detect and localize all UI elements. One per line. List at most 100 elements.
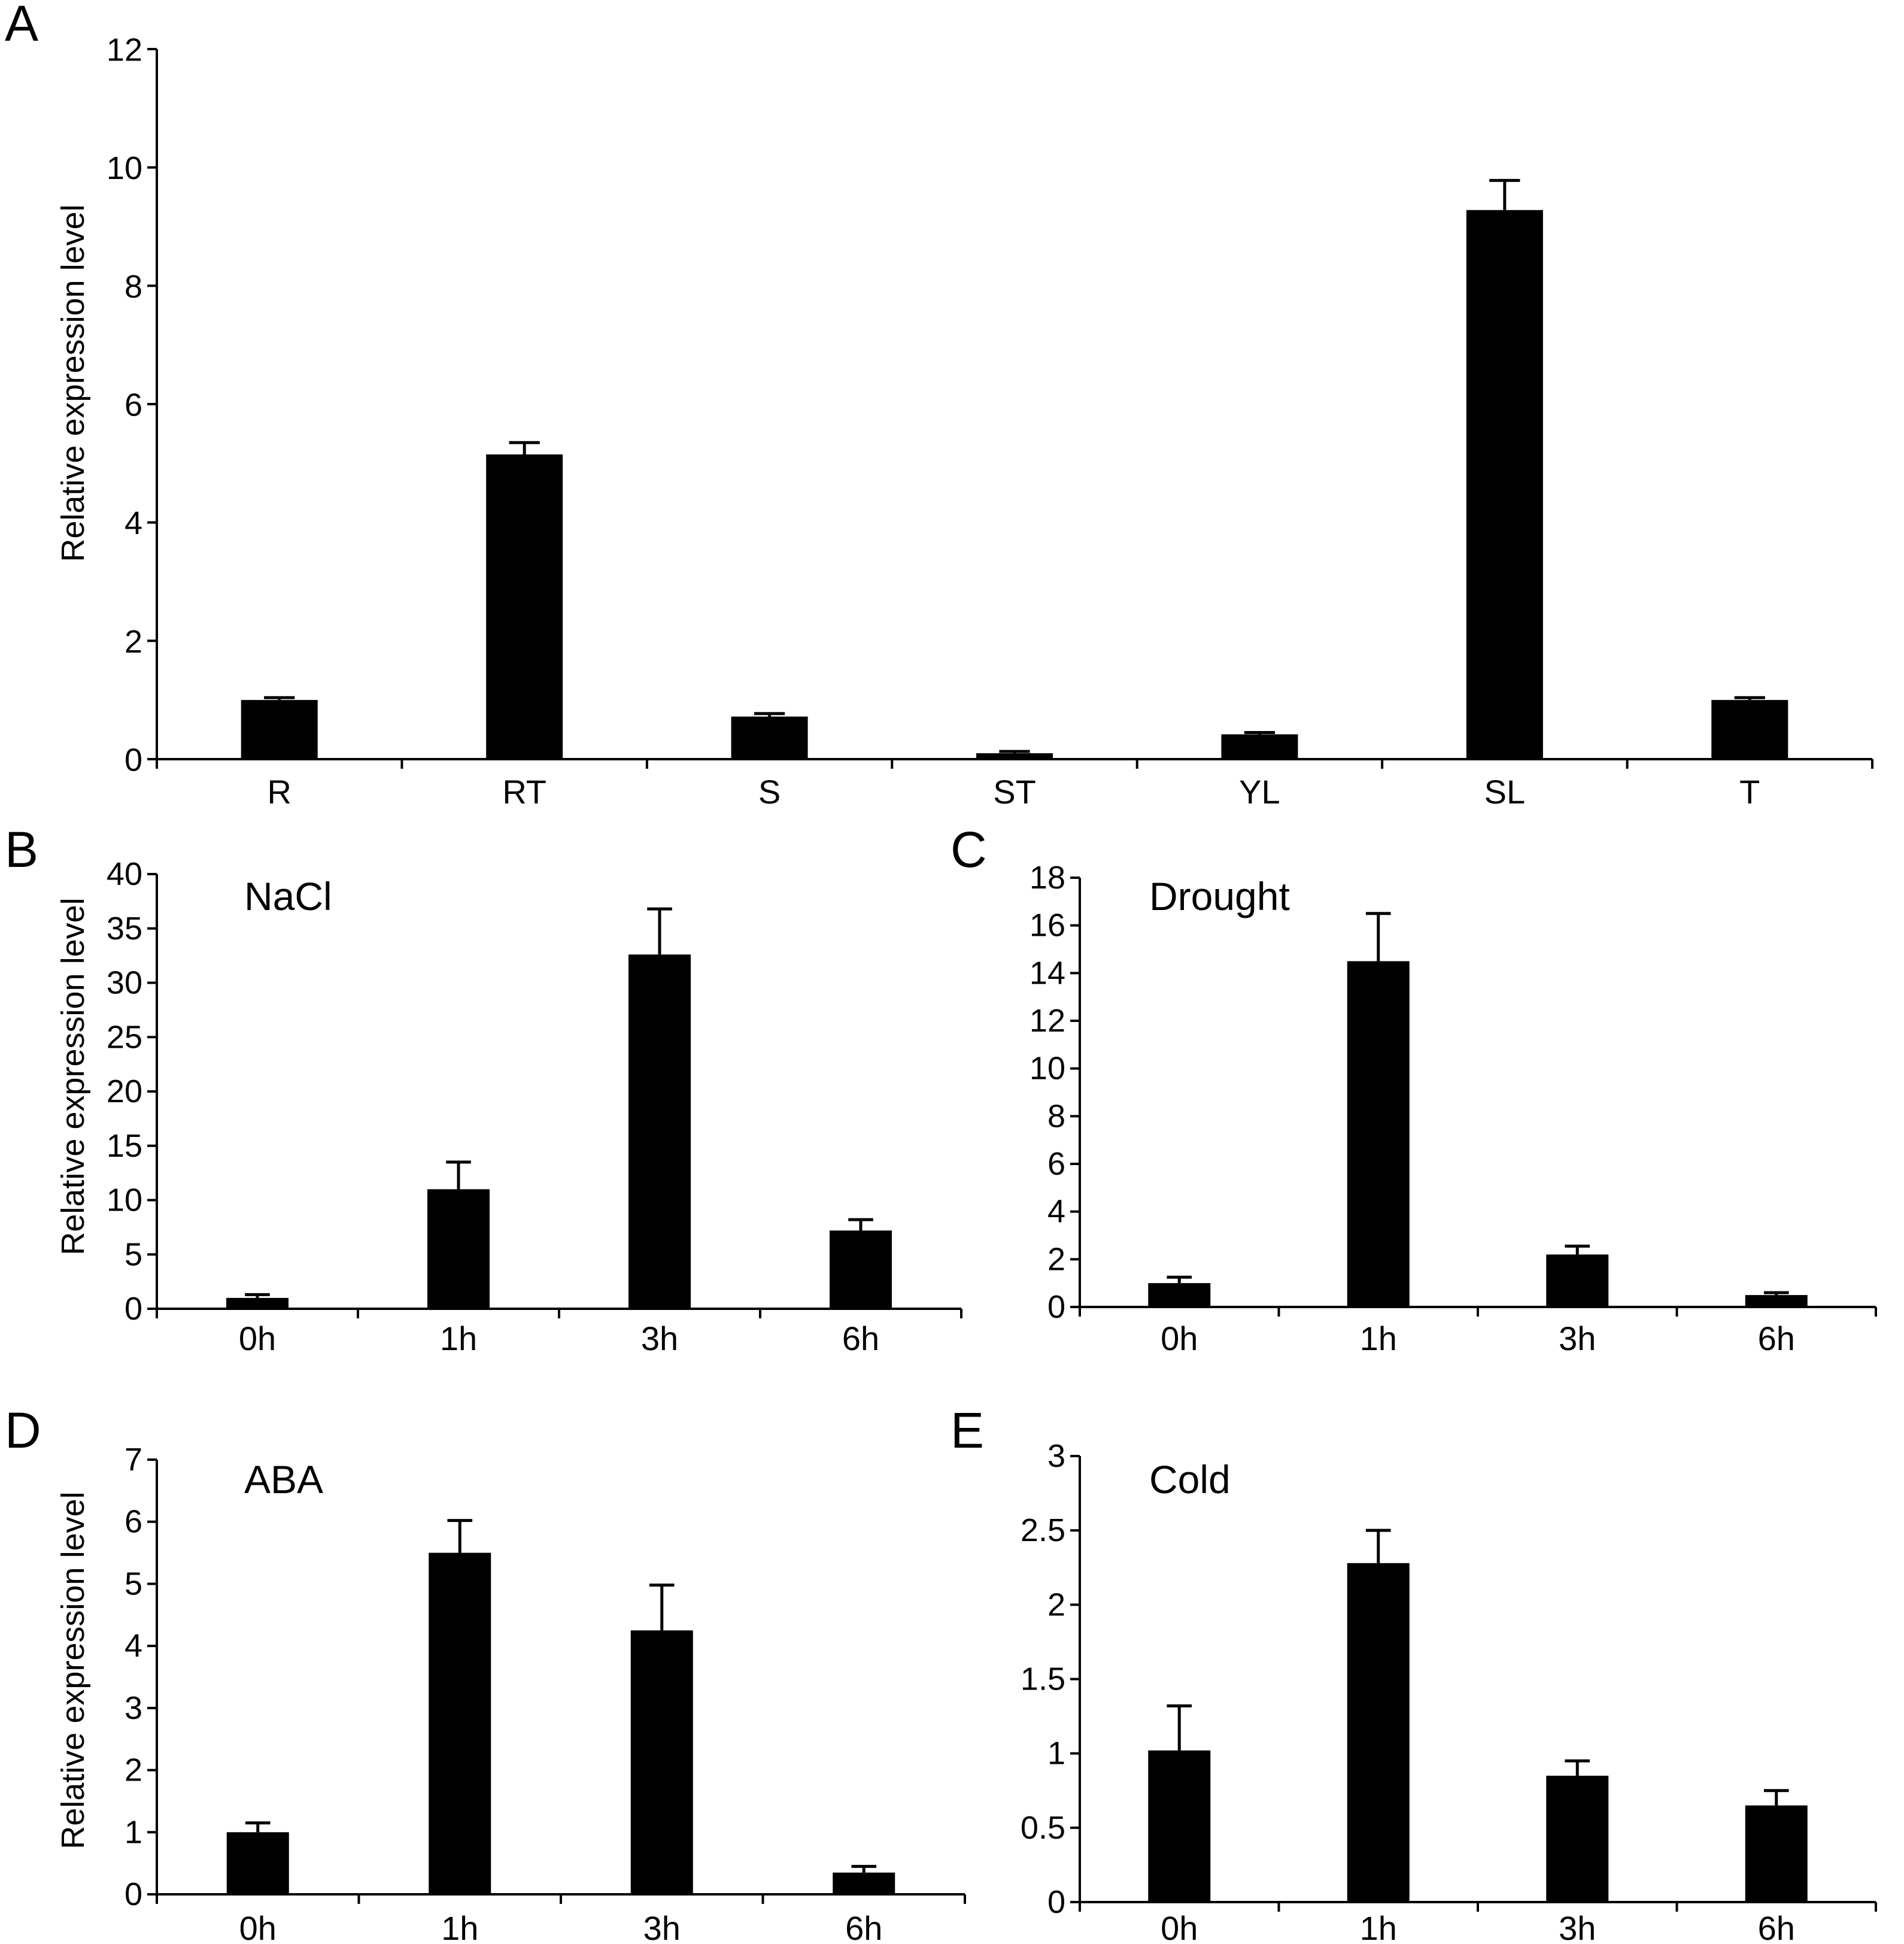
panel-e-letter: E [951,1402,984,1458]
panel-c-ytick-label: 2 [1047,1241,1065,1277]
panel-c-ytick-label: 16 [1030,908,1065,944]
panel-d-letter: D [5,1402,41,1458]
panel-b-ytick-label: 25 [107,1019,142,1055]
panel-a-bar-yl [1221,734,1298,759]
panel-a-ylabel: Relative expression level [55,204,91,562]
panel-a: A Relative expression level 0 2 4 6 8 10 12 R RT… [5,0,1873,811]
panel-a-category-label: SL [1484,773,1526,811]
panel-a-category-label: S [758,773,781,811]
panel-d-error-bar-0h [245,1821,271,1833]
panel-e-error-bar-0h [1167,1704,1192,1751]
panel-d-ylabel: Relative expression level [55,1491,91,1849]
panel-d-ytick-label: 1 [124,1814,142,1850]
panel-b-ylabel: Relative expression level [55,897,91,1255]
panel-e-marks: 0 0.5 1 1.5 2 2.5 3 0h 1h 3h 6h [1021,1438,1877,1944]
panel-b-ytick-label: 40 [107,856,142,892]
panel-c-category-label: 0h [1161,1320,1198,1357]
panel-e-ytick-label: 2.5 [1021,1512,1065,1548]
panel-d: D Relative expression level ABA 0 1 2 3 4 5 6 7… [5,1402,966,1944]
panel-d-ytick-label: 6 [124,1504,142,1540]
panel-e-error-bar-3h [1565,1759,1590,1776]
panel-a-bar-t [1711,700,1788,759]
panel-c-category-label: 6h [1758,1320,1795,1357]
panel-c-error-bar-1h [1365,912,1391,962]
panel-b-error-bar-3h [647,907,672,955]
panel-c-category-label: 1h [1360,1320,1397,1357]
panel-e-bar-0h [1148,1750,1211,1902]
panel-d-ytick-label: 3 [124,1690,142,1726]
panel-c-category-label: 3h [1559,1320,1596,1357]
panel-a-bar-s [731,716,808,759]
panel-a-error-bar-rt [509,441,540,455]
panel-b-ytick-label: 5 [124,1236,142,1272]
panel-a-bar-rt [486,454,563,759]
panel-b-bar-1h [427,1189,490,1309]
panel-b-ytick-label: 0 [124,1291,142,1327]
panel-e-bar-6h [1745,1805,1808,1902]
panel-a-error-bar-st [999,750,1030,754]
panel-d-bar-0h [226,1832,289,1894]
panel-c-bar-6h [1745,1295,1808,1307]
panel-a-letter: A [5,0,38,51]
panel-c-ytick-label: 4 [1047,1194,1065,1230]
panel-d-category-label: 3h [643,1909,681,1944]
panel-c-ytick-label: 12 [1030,1003,1065,1039]
panel-d-category-label: 0h [239,1909,277,1944]
panel-c-ytick-label: 10 [1030,1051,1065,1087]
panel-e-category-label: 1h [1360,1909,1397,1944]
panel-a-category-label: R [267,773,291,811]
panel-b-ytick-label: 35 [107,911,142,947]
panel-b-ytick-label: 20 [107,1073,142,1109]
panel-b-category-label: 0h [239,1320,276,1357]
panel-a-ytick-label: 8 [124,269,142,305]
panel-c: C Drought 0 2 4 6 8 10 12 14 16 18 0h 1h 3h 6h [951,821,1877,1357]
panel-c-ytick-label: 0 [1047,1289,1065,1325]
panel-b: B Relative expression level NaCl 0 5 10 15 2… [5,821,962,1357]
panel-d-error-bar-3h [649,1584,675,1631]
panel-a-ytick-label: 6 [124,387,142,423]
panel-d-category-label: 6h [845,1909,882,1944]
panel-a-category-label: ST [993,773,1036,811]
panel-b-error-bar-6h [848,1218,873,1231]
panel-c-letter: C [951,821,987,878]
panel-b-category-label: 3h [641,1320,678,1357]
panel-c-error-bar-0h [1167,1275,1192,1284]
panel-a-category-label: RT [502,773,546,811]
panel-b-error-bar-0h [245,1293,270,1298]
panel-d-error-bar-1h [447,1519,473,1553]
panel-e: E Cold 0 0.5 1 1.5 2 2.5 3 0h 1h 3h 6h [951,1402,1877,1944]
panel-c-bar-0h [1148,1283,1211,1307]
panel-b-ytick-label: 15 [107,1128,142,1164]
panel-a-error-bar-sl [1489,178,1520,210]
panel-c-ytick-label: 14 [1030,955,1065,991]
panel-c-error-bar-3h [1565,1244,1590,1255]
panel-d-error-bar-6h [851,1864,877,1873]
panel-d-ytick-label: 0 [124,1876,142,1912]
panel-e-ytick-label: 0 [1047,1884,1065,1920]
panel-c-title: Drought [1149,874,1290,918]
panel-e-category-label: 6h [1758,1909,1795,1944]
panel-d-bar-6h [833,1872,895,1894]
panel-a-bar-st [976,753,1053,759]
panel-a-bar-sl [1466,210,1543,759]
panel-b-category-label: 6h [842,1320,879,1357]
panel-a-category-label: T [1739,773,1760,811]
panel-a-ytick-label: 12 [107,32,142,68]
panel-a-ytick-label: 0 [124,742,142,778]
panel-e-ytick-label: 1.5 [1021,1661,1065,1697]
panel-c-ytick-label: 18 [1030,860,1065,896]
panel-d-ytick-label: 5 [124,1566,142,1602]
panel-b-bar-0h [226,1297,289,1309]
panel-c-bar-3h [1546,1254,1609,1307]
panel-b-error-bar-1h [446,1160,471,1190]
panel-a-error-bar-t [1734,696,1765,700]
panel-b-category-label: 1h [440,1320,477,1357]
panel-d-ytick-label: 7 [124,1442,142,1478]
panel-e-ytick-label: 0.5 [1021,1810,1065,1846]
panel-a-category-label: YL [1239,773,1280,811]
panel-b-marks: 0 5 10 15 20 25 30 35 40 0h 1h 3h 6h [107,856,962,1357]
panel-d-bar-1h [429,1552,491,1894]
panel-a-ytick-label: 4 [124,505,142,541]
panel-b-bar-6h [830,1230,892,1309]
panel-e-ytick-label: 2 [1047,1587,1065,1622]
